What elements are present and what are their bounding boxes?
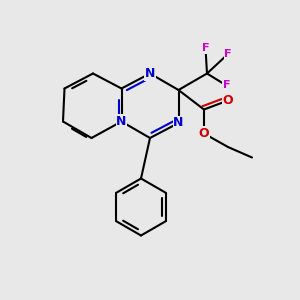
Text: O: O: [199, 127, 209, 140]
Text: F: F: [223, 80, 230, 91]
Text: F: F: [224, 49, 232, 59]
Text: N: N: [145, 67, 155, 80]
Text: F: F: [202, 43, 209, 53]
Text: N: N: [116, 115, 127, 128]
Text: O: O: [223, 94, 233, 107]
Text: N: N: [173, 116, 184, 130]
